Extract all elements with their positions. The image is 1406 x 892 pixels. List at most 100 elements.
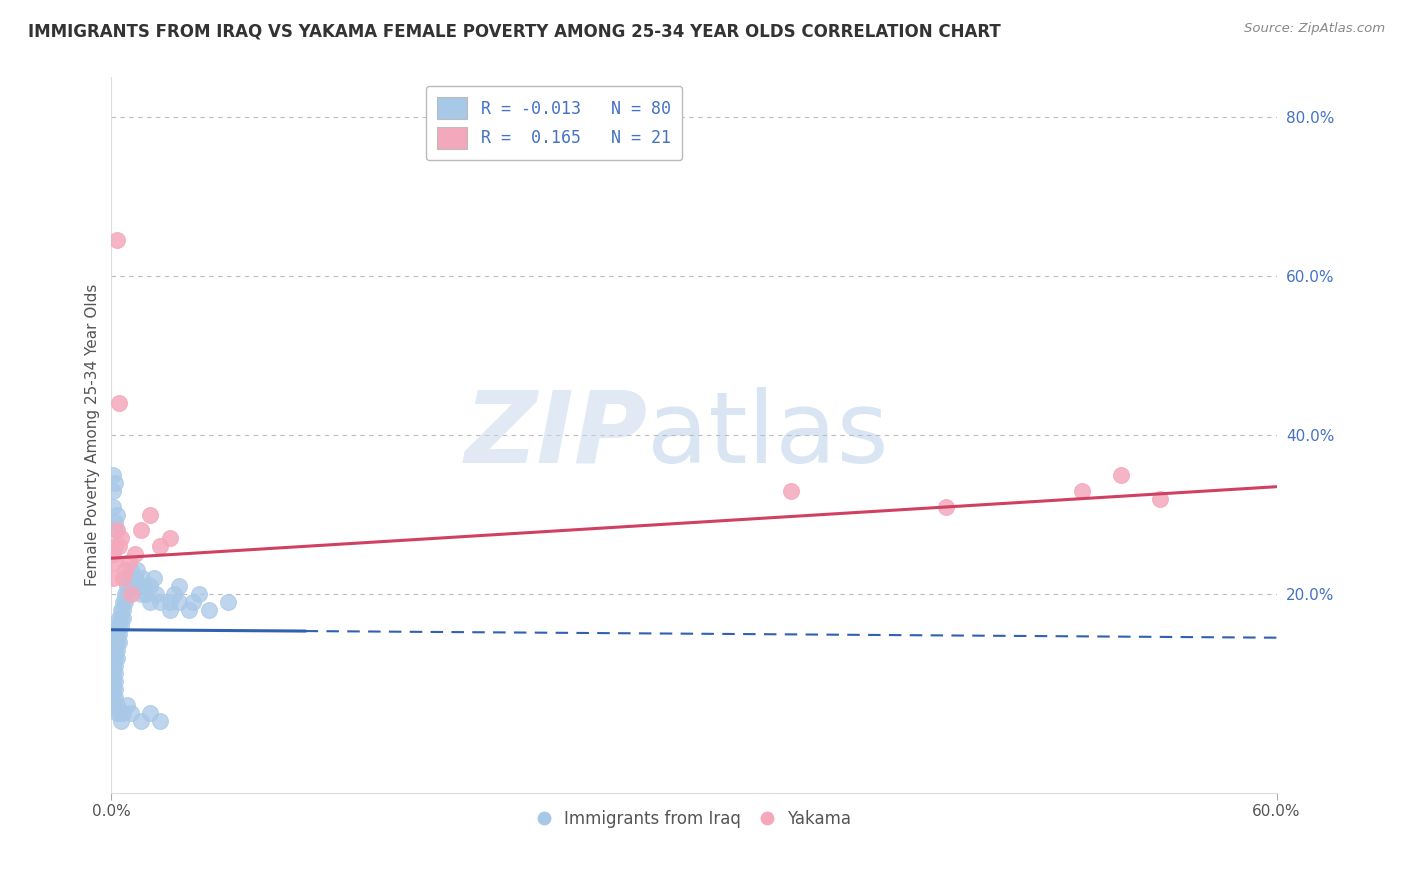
Point [108,634,131,648]
Point [1109,467,1132,482]
Point [159,532,181,546]
Point [125,563,148,577]
Point [139,706,162,721]
Point [114,587,136,601]
Point [169,595,191,609]
Point [112,603,135,617]
Point [112,595,135,609]
Point [114,563,136,577]
Point [103,698,125,713]
Point [129,524,152,538]
Point [104,666,127,681]
Point [104,626,127,640]
Point [115,587,138,601]
Point [103,571,125,585]
Point [105,634,128,648]
Point [110,611,132,625]
Point [104,682,127,697]
Point [108,619,131,633]
Text: ZIP: ZIP [464,386,647,483]
Point [103,650,125,665]
Point [181,595,204,609]
Point [110,532,132,546]
Point [103,626,125,640]
Point [149,539,172,553]
Point [104,475,127,490]
Point [124,547,146,561]
Point [149,714,172,728]
Point [112,706,135,721]
Point [935,500,957,514]
Point [110,714,132,728]
Point [143,571,166,585]
Point [103,666,125,681]
Point [149,595,172,609]
Point [118,571,141,585]
Point [139,508,162,522]
Point [103,547,125,561]
Point [118,555,141,569]
Point [105,508,128,522]
Point [104,658,127,673]
Point [115,579,138,593]
Point [780,483,803,498]
Point [105,698,128,713]
Point [112,611,135,625]
Point [105,706,128,721]
Point [162,587,184,601]
Point [103,500,125,514]
Point [108,611,131,625]
Point [129,714,152,728]
Point [103,682,125,697]
Point [159,595,181,609]
Point [1071,483,1094,498]
Text: IMMIGRANTS FROM IRAQ VS YAKAMA FEMALE POVERTY AMONG 25-34 YEAR OLDS CORRELATION : IMMIGRANTS FROM IRAQ VS YAKAMA FEMALE PO… [28,22,1001,40]
Point [134,579,156,593]
Point [135,587,157,601]
Point [169,579,191,593]
Point [108,396,131,410]
Point [105,626,128,640]
Point [103,467,125,482]
Point [104,555,127,569]
Point [104,690,127,705]
Point [103,674,125,689]
Point [104,524,127,538]
Point [139,595,162,609]
Point [1149,491,1171,506]
Point [105,642,128,657]
Point [108,539,131,553]
Point [104,539,127,553]
Point [104,634,127,648]
Point [120,587,142,601]
Text: Source: ZipAtlas.com: Source: ZipAtlas.com [1244,22,1385,36]
Point [104,516,127,530]
Point [131,571,153,585]
Point [108,626,131,640]
Point [103,690,125,705]
Point [120,571,142,585]
Point [103,642,125,657]
Point [115,698,138,713]
Point [105,233,128,247]
Point [112,571,135,585]
Point [110,619,132,633]
Point [105,650,128,665]
Point [103,634,125,648]
Point [217,595,239,609]
Point [104,650,127,665]
Point [145,587,167,601]
Point [114,595,136,609]
Point [120,563,142,577]
Point [139,579,162,593]
Point [159,603,181,617]
Point [197,603,219,617]
Point [108,706,131,721]
Legend: Immigrants from Iraq, Yakama: Immigrants from Iraq, Yakama [530,803,858,834]
Point [103,483,125,498]
Point [104,674,127,689]
Point [105,524,128,538]
Point [120,706,142,721]
Point [128,579,150,593]
Point [104,642,127,657]
